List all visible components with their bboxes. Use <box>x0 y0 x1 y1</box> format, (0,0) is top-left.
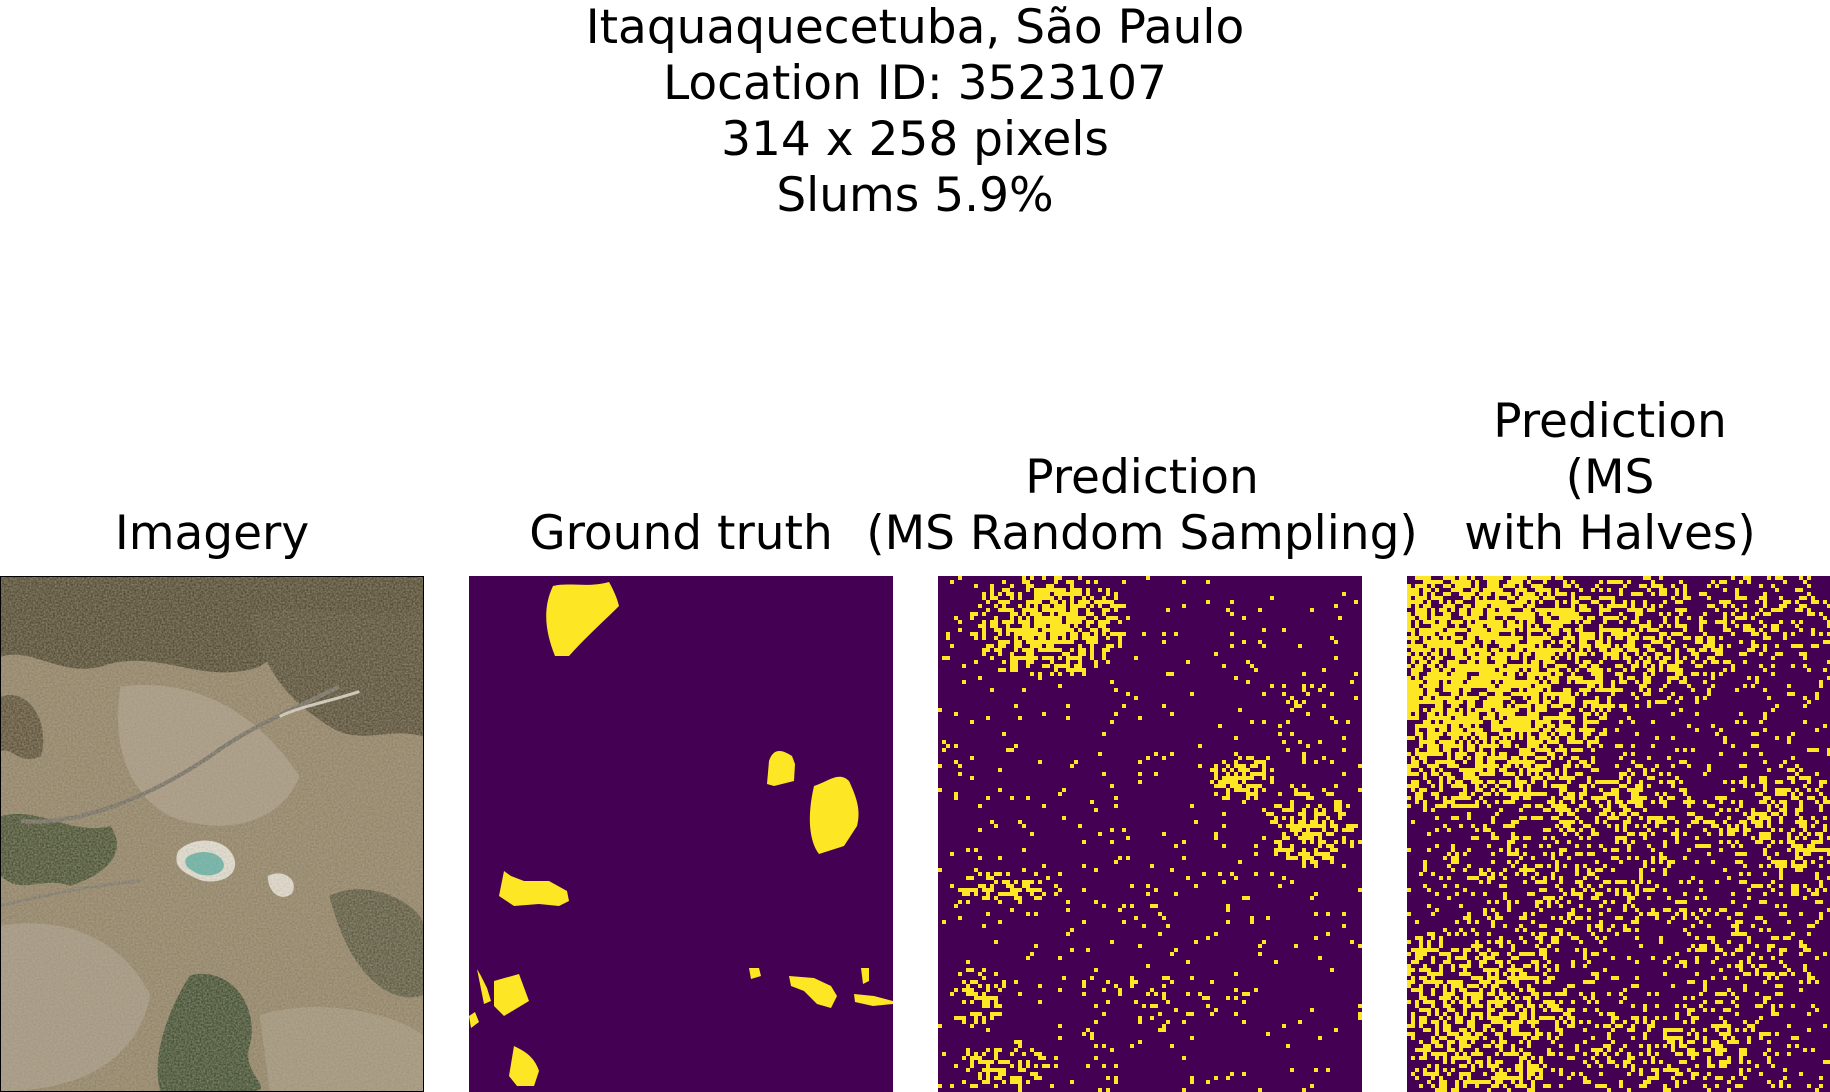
ground-truth-mask <box>469 576 893 1092</box>
suptitle-dimensions: 314 x 258 pixels <box>721 112 1109 167</box>
prediction-halves-panel <box>1407 576 1830 1092</box>
prediction-random-mask <box>938 576 1362 1092</box>
ground-truth-panel-title: Ground truth <box>469 506 893 562</box>
figure-suptitle: Itaquaquecetuba, São Paulo Location ID: … <box>0 0 1830 224</box>
prediction-halves-mask <box>1407 576 1830 1092</box>
imagery-title-line-1: Imagery <box>114 506 310 561</box>
prediction-halves-title-line-3: with Halves) <box>1464 506 1756 561</box>
prediction-halves-title-line-1: Prediction <box>1493 394 1727 449</box>
prediction-random-title-line-1: Prediction <box>1025 450 1259 505</box>
imagery-panel-title: Imagery <box>0 506 424 562</box>
prediction-random-panel-title: Prediction (MS Random Sampling) <box>846 450 1438 562</box>
prediction-halves-panel-title: Prediction (MS with Halves) <box>1440 394 1780 562</box>
ground-truth-title-line-1: Ground truth <box>529 506 833 561</box>
prediction-halves-title-line-2: (MS <box>1565 450 1655 505</box>
suptitle-slum-share: Slums 5.9% <box>776 168 1054 223</box>
prediction-random-panel <box>938 576 1362 1092</box>
imagery-panel <box>0 576 424 1092</box>
suptitle-location: Itaquaquecetuba, São Paulo <box>585 0 1245 55</box>
prediction-random-title-line-2: (MS Random Sampling) <box>866 506 1418 561</box>
satellite-image <box>1 577 423 1091</box>
suptitle-location-id: Location ID: 3523107 <box>663 56 1167 111</box>
ground-truth-panel <box>469 576 893 1092</box>
